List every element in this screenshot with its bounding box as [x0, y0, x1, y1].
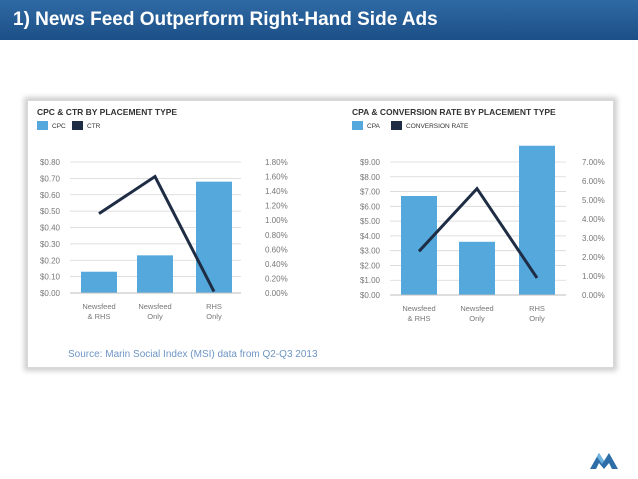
chart2-left-tick-label: $7.00 — [360, 188, 381, 197]
chart1-category-label: Only — [147, 312, 163, 321]
chart1-left-tick-label: $0.00 — [40, 289, 61, 298]
chart1-bar — [137, 255, 173, 293]
chart1-left-tick-label: $0.30 — [40, 240, 61, 249]
chart1-category-label: RHS — [206, 302, 222, 311]
chart2-left-tick-label: $0.00 — [360, 291, 381, 300]
chart2-left-tick-label: $6.00 — [360, 202, 381, 211]
chart2-left-tick-label: $2.00 — [360, 261, 381, 270]
chart1-right-tick-label: 1.20% — [265, 202, 288, 211]
chart2-left-tick-label: $9.00 — [360, 158, 381, 167]
chart2-left-tick-label: $4.00 — [360, 232, 381, 241]
chart1-right-tick-label: 0.60% — [265, 245, 288, 254]
chart1-title: CPC & CTR BY PLACEMENT TYPE — [37, 107, 177, 117]
chart1-bar — [81, 271, 117, 293]
chart1-left-tick-label: $0.60 — [40, 191, 61, 200]
chart2-right-tick-label: 7.00% — [582, 158, 605, 167]
chart1-left-tick-label: $0.80 — [40, 158, 61, 167]
chart2-legend-swatch — [352, 121, 363, 130]
chart2-right-tick-label: 2.00% — [582, 253, 605, 262]
chart1-right-tick-label: 0.40% — [265, 260, 288, 269]
chart1-legend-swatch — [72, 121, 83, 130]
chart2-bar — [519, 145, 555, 295]
chart1-right-tick-label: 0.00% — [265, 289, 288, 298]
chart1-right-tick-label: 0.20% — [265, 274, 288, 283]
chart2-right-tick-label: 5.00% — [582, 196, 605, 205]
chart1-left-tick-label: $0.20 — [40, 256, 61, 265]
chart2-category-label: RHS — [529, 304, 545, 313]
chart2-category-label: Only — [529, 314, 545, 323]
chart1-category-label: Newsfeed — [138, 302, 171, 311]
chart1-left-tick-label: $0.40 — [40, 224, 61, 233]
chart1-right-tick-label: 1.60% — [265, 173, 288, 182]
chart1-line-series — [98, 174, 216, 293]
chart2-legend-swatch — [391, 121, 402, 130]
chart2-bar — [459, 241, 495, 295]
chart2-left-tick-label: $5.00 — [360, 217, 381, 226]
chart2-line-series — [417, 186, 539, 279]
chart1-left-tick-label: $0.50 — [40, 207, 61, 216]
chart1-legend-label: CPC — [52, 123, 66, 130]
slide-title: 1) News Feed Outperform Right-Hand Side … — [13, 9, 438, 30]
chart2-left-tick-label: $3.00 — [360, 247, 381, 256]
marin-logo-icon — [590, 453, 618, 469]
chart-panel — [27, 100, 614, 368]
chart2-legend-label: CPA — [367, 123, 381, 130]
chart2-category-label: Only — [469, 314, 485, 323]
chart1-left-tick-label: $0.10 — [40, 273, 61, 282]
chart1-category-label: & RHS — [88, 312, 111, 321]
chart2-left-tick-label: $8.00 — [360, 173, 381, 182]
chart1-right-tick-label: 1.80% — [265, 158, 288, 167]
chart2-right-tick-label: 3.00% — [582, 234, 605, 243]
chart1-right-tick-label: 1.00% — [265, 216, 288, 225]
chart2-category-label: & RHS — [408, 314, 431, 323]
chart1-bar — [196, 181, 232, 293]
chart2-title: CPA & CONVERSION RATE BY PLACEMENT TYPE — [352, 107, 556, 117]
chart2-left-tick-label: $1.00 — [360, 276, 381, 285]
chart2-right-tick-label: 4.00% — [582, 215, 605, 224]
chart1-category-label: Only — [206, 312, 222, 321]
title-bar: 1) News Feed Outperform Right-Hand Side … — [0, 0, 638, 40]
chart1-legend-label: CTR — [87, 123, 101, 130]
chart2-bar — [401, 195, 437, 295]
chart2-legend-label: CONVERSION RATE — [406, 123, 469, 130]
chart1-legend-swatch — [37, 121, 48, 130]
source-note: Source: Marin Social Index (MSI) data fr… — [68, 349, 318, 360]
chart2-right-tick-label: 1.00% — [582, 272, 605, 281]
chart1-left-tick-label: $0.70 — [40, 174, 61, 183]
chart1-right-tick-label: 0.80% — [265, 231, 288, 240]
chart1-right-tick-label: 1.40% — [265, 187, 288, 196]
chart1-category-label: Newsfeed — [82, 302, 115, 311]
chart2-category-label: Newsfeed — [402, 304, 435, 313]
chart2-right-tick-label: 6.00% — [582, 177, 605, 186]
chart2-right-tick-label: 0.00% — [582, 291, 605, 300]
chart2-category-label: Newsfeed — [460, 304, 493, 313]
